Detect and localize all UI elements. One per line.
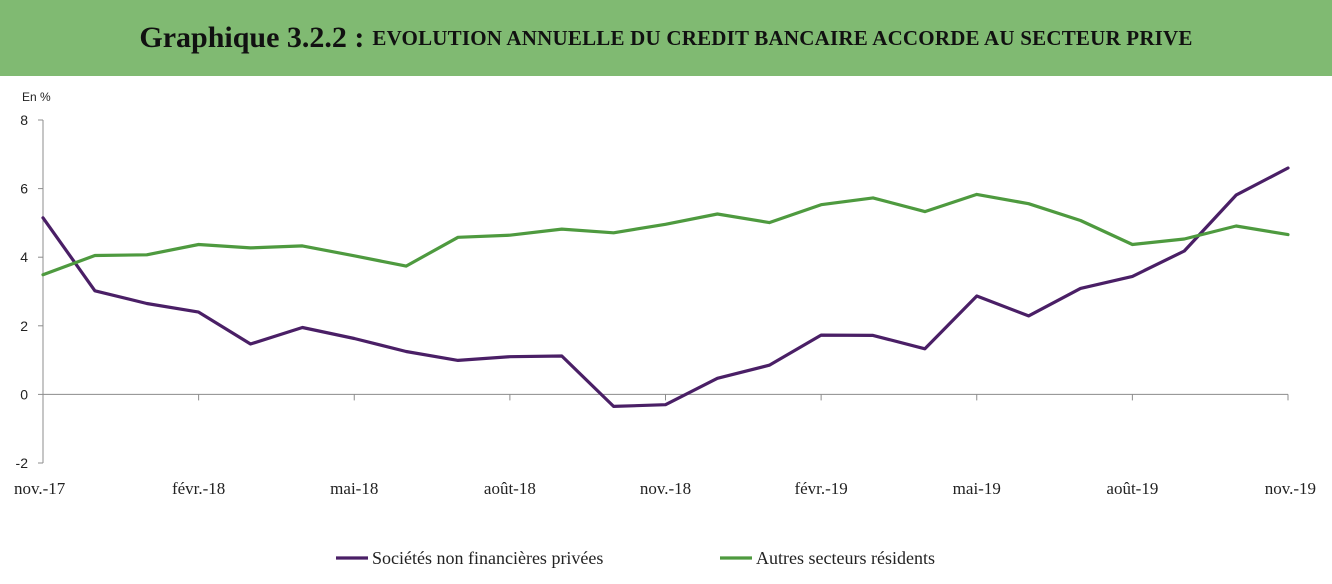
y-tick-label: 4 bbox=[20, 249, 28, 265]
chart-series bbox=[41, 166, 1290, 408]
y-tick-label: 8 bbox=[20, 112, 28, 128]
chart-axes: -2 0 2 4 6 8 nov.-17 févr.-18 mai-18 août-18 nov.-… bbox=[14, 112, 1316, 498]
x-tick-label: nov.-17 bbox=[14, 479, 66, 498]
series-line-autres bbox=[41, 192, 1290, 277]
y-tick-label: 6 bbox=[20, 181, 28, 197]
chart-legend: Sociétés non financières privées Autres s… bbox=[336, 548, 935, 568]
y-tick-label: 0 bbox=[20, 386, 28, 402]
y-tick-label: 2 bbox=[20, 318, 28, 334]
chart-title-sub: EVOLUTION ANNUELLE DU CREDIT BANCAIRE AC… bbox=[372, 25, 1193, 50]
chart-title-main: Graphique 3.2.2 : bbox=[139, 21, 365, 54]
x-tick-label: nov.-19 bbox=[1265, 479, 1316, 498]
x-tick-label: févr.-19 bbox=[794, 479, 847, 498]
y-axis-unit-label: En % bbox=[22, 90, 51, 104]
legend-item-societes: Sociétés non financières privées bbox=[336, 548, 603, 568]
x-tick-label: févr.-18 bbox=[172, 479, 225, 498]
x-tick-label: août-18 bbox=[484, 479, 536, 498]
x-tick-label: août-19 bbox=[1106, 479, 1158, 498]
chart-title-bar: Graphique 3.2.2 : EVOLUTION ANNUELLE DU … bbox=[0, 0, 1332, 76]
legend-item-autres: Autres secteurs résidents bbox=[720, 548, 935, 568]
x-tick-label: nov.-18 bbox=[640, 479, 691, 498]
x-tick-label: mai-18 bbox=[330, 479, 378, 498]
x-tick-label: mai-19 bbox=[953, 479, 1001, 498]
series-line-societes bbox=[41, 166, 1290, 408]
legend-label: Sociétés non financières privées bbox=[372, 548, 603, 568]
legend-label: Autres secteurs résidents bbox=[756, 548, 935, 568]
y-tick-label: -2 bbox=[16, 455, 29, 471]
